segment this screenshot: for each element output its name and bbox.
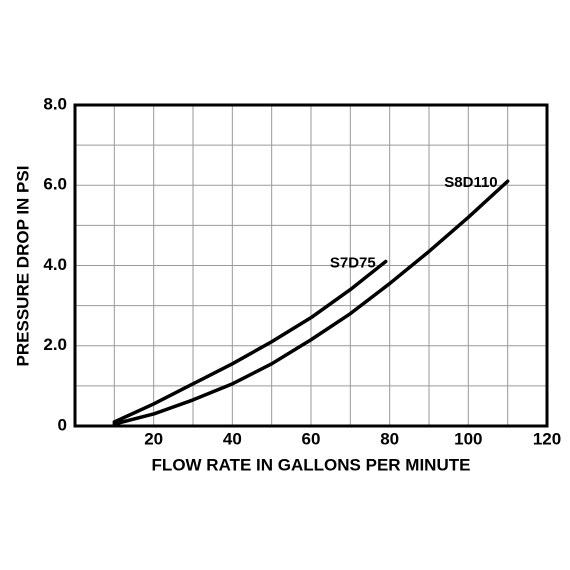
series-line: [112, 179, 510, 426]
y-tick-label: 6.0: [43, 175, 67, 194]
series-label: S8D110: [444, 174, 497, 191]
x-tick-label: 80: [380, 429, 399, 448]
y-tick-label: 0: [58, 415, 67, 434]
y-tick-label: 4.0: [43, 255, 67, 274]
x-tick-label: 100: [454, 429, 482, 448]
x-tick-label: 60: [302, 429, 321, 448]
y-tick-label: 2.0: [43, 335, 67, 354]
x-tick-label: 120: [533, 429, 561, 448]
x-tick-label: 40: [223, 429, 242, 448]
series-label: S7D75: [330, 254, 376, 271]
series-line: [112, 259, 388, 424]
x-tick-label: 20: [144, 429, 163, 448]
y-tick-label: 8.0: [43, 94, 67, 113]
plot-frame: [73, 103, 549, 428]
y-axis-title: PRESSURE DROP IN PSI: [13, 166, 32, 367]
x-axis-title: FLOW RATE IN GALLONS PER MINUTE: [152, 455, 471, 474]
